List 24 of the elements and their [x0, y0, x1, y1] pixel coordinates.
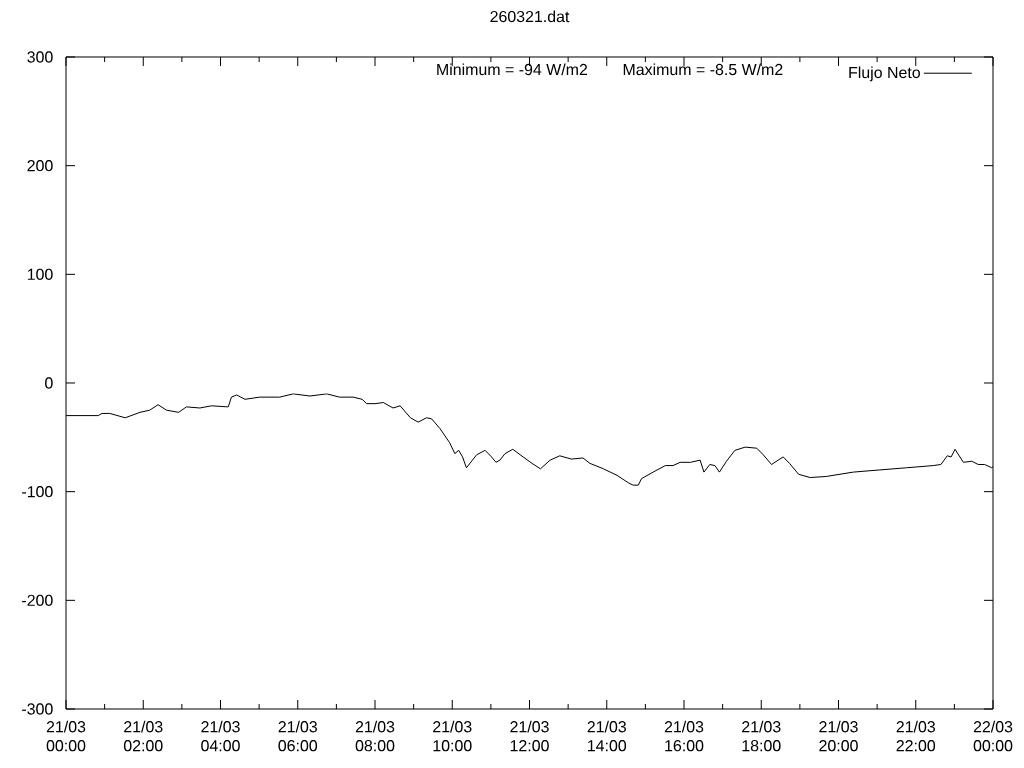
x-tick-label: 21/03 08:00 — [355, 720, 395, 752]
x-tick-label: 21/03 16:00 — [664, 720, 704, 752]
y-tick-label: 200 — [27, 160, 53, 172]
x-tick-label: 22/03 00:00 — [973, 720, 1013, 752]
x-tick-label: 21/03 10:00 — [433, 720, 472, 752]
x-tick-label: 21/03 06:00 — [278, 720, 318, 752]
annotation: Maximum = -8.5 W/m2 — [623, 63, 783, 76]
y-tick-label: 0 — [45, 377, 53, 389]
y-tick-label: 100 — [27, 268, 53, 280]
x-tick-label: 21/03 22:00 — [896, 720, 936, 752]
y-tick-label: -200 — [22, 594, 53, 606]
x-tick-label: 21/03 02:00 — [123, 720, 163, 752]
x-tick-label: 21/03 04:00 — [201, 720, 240, 752]
x-tick-label: 21/03 20:00 — [819, 720, 858, 752]
x-tick-label: 21/03 18:00 — [742, 720, 781, 752]
y-tick-label: -300 — [22, 703, 53, 715]
annotation: Minimum = -94 W/m2 — [437, 63, 588, 76]
y-tick-label: 300 — [27, 51, 53, 63]
x-tick-label: 21/03 00:00 — [46, 720, 86, 752]
chart-title: 260321.dat — [490, 10, 570, 23]
x-tick-label: 21/03 12:00 — [510, 720, 549, 752]
legend-label: Flujo Neto — [849, 66, 920, 82]
x-tick-label: 21/03 14:00 — [587, 720, 627, 752]
y-tick-label: -100 — [22, 486, 53, 498]
